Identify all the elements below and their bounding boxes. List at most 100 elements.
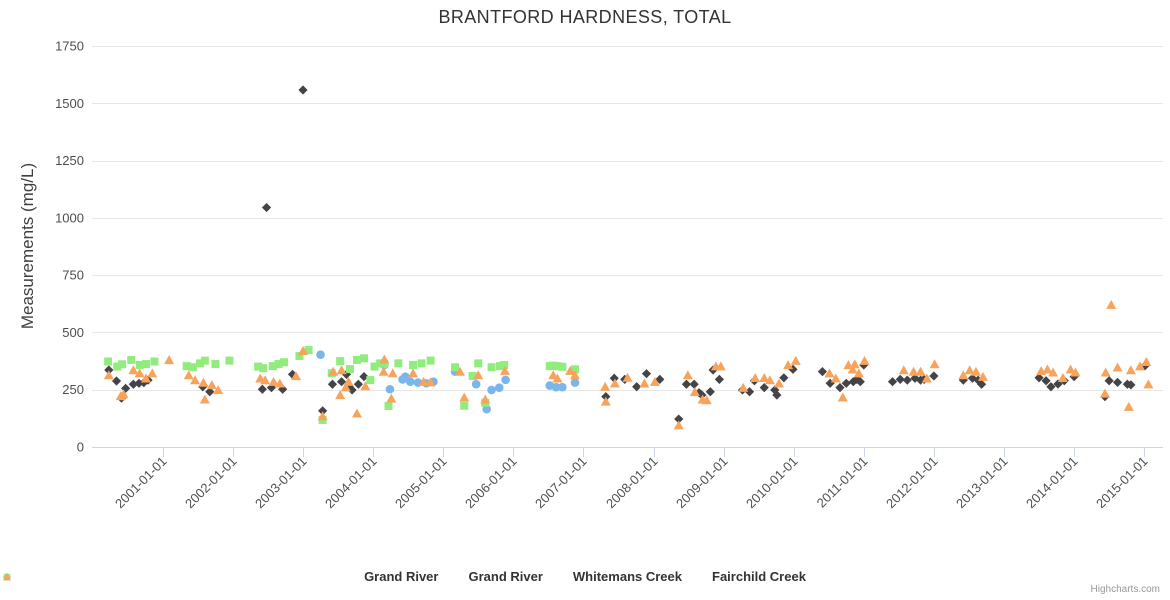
legend-item-1[interactable]: Grand River <box>3 569 438 584</box>
data-point[interactable] <box>929 371 939 381</box>
data-point[interactable] <box>482 404 491 414</box>
data-point[interactable] <box>316 350 325 359</box>
data-point[interactable] <box>705 387 715 397</box>
data-point[interactable] <box>480 394 491 404</box>
data-point[interactable] <box>380 360 389 369</box>
data-point[interactable] <box>408 368 419 378</box>
data-point[interactable] <box>895 374 905 385</box>
data-point[interactable] <box>474 359 483 368</box>
data-point[interactable] <box>558 382 567 392</box>
data-point[interactable] <box>268 362 277 371</box>
data-point[interactable] <box>460 401 469 410</box>
data-point[interactable] <box>1070 367 1081 377</box>
data-point[interactable] <box>609 378 620 388</box>
data-point[interactable] <box>345 365 354 374</box>
data-point[interactable] <box>459 392 470 402</box>
data-point[interactable] <box>182 362 191 371</box>
data-point[interactable] <box>141 360 150 369</box>
data-point[interactable] <box>487 385 496 395</box>
data-point[interactable] <box>824 368 835 378</box>
data-point[interactable] <box>425 377 436 387</box>
data-point[interactable] <box>183 370 194 380</box>
data-point[interactable] <box>278 384 288 394</box>
data-point[interactable] <box>140 373 151 383</box>
data-point[interactable] <box>495 362 504 371</box>
data-point[interactable] <box>198 377 209 387</box>
data-point[interactable] <box>451 363 460 372</box>
data-point[interactable] <box>1057 372 1068 382</box>
data-point[interactable] <box>570 365 579 374</box>
data-point[interactable] <box>908 366 919 376</box>
data-point[interactable] <box>558 362 567 371</box>
data-point[interactable] <box>977 371 988 381</box>
data-point[interactable] <box>409 360 418 369</box>
data-point[interactable] <box>104 357 113 366</box>
data-point[interactable] <box>649 376 660 386</box>
data-point[interactable] <box>304 346 313 355</box>
data-point[interactable] <box>254 362 263 371</box>
data-point[interactable] <box>835 383 845 393</box>
data-point[interactable] <box>549 361 558 370</box>
legend-item-2[interactable]: Grand River <box>3 569 543 584</box>
data-point[interactable] <box>641 369 652 379</box>
data-point[interactable] <box>351 408 362 418</box>
data-point[interactable] <box>841 378 851 388</box>
data-point[interactable] <box>682 370 693 380</box>
data-point[interactable] <box>1034 373 1044 383</box>
data-point[interactable] <box>206 380 217 390</box>
data-point[interactable] <box>341 369 352 379</box>
data-point[interactable] <box>929 359 940 369</box>
data-point[interactable] <box>1065 364 1076 374</box>
data-point[interactable] <box>915 366 926 376</box>
data-point[interactable] <box>689 386 700 396</box>
data-point[interactable] <box>817 367 828 377</box>
data-point[interactable] <box>188 363 197 372</box>
data-point[interactable] <box>487 363 496 372</box>
data-point[interactable] <box>1041 376 1051 386</box>
data-point[interactable] <box>622 372 633 382</box>
data-point[interactable] <box>565 365 576 375</box>
data-point[interactable] <box>211 360 220 369</box>
data-point[interactable] <box>849 359 860 369</box>
data-point[interactable] <box>104 365 114 375</box>
data-point[interactable] <box>327 379 338 389</box>
data-point[interactable] <box>134 368 145 378</box>
data-point[interactable] <box>384 401 393 410</box>
data-point[interactable] <box>681 379 692 389</box>
data-point[interactable] <box>847 364 858 374</box>
data-point[interactable] <box>601 391 611 402</box>
data-point[interactable] <box>1046 382 1056 392</box>
data-point[interactable] <box>139 378 149 388</box>
data-point[interactable] <box>570 378 580 387</box>
data-point[interactable] <box>499 365 510 375</box>
data-point[interactable] <box>103 370 114 380</box>
data-point[interactable] <box>370 362 379 371</box>
data-point[interactable] <box>336 377 347 387</box>
data-point[interactable] <box>697 390 707 400</box>
data-point[interactable] <box>290 371 301 381</box>
data-point[interactable] <box>1106 299 1117 309</box>
data-point[interactable] <box>164 355 175 365</box>
data-point[interactable] <box>347 385 357 395</box>
data-point[interactable] <box>853 368 864 378</box>
data-point[interactable] <box>199 394 210 404</box>
data-point[interactable] <box>887 377 898 387</box>
data-point[interactable] <box>426 356 435 365</box>
data-point[interactable] <box>501 375 510 385</box>
data-point[interactable] <box>689 379 699 389</box>
data-point[interactable] <box>655 374 665 385</box>
data-point[interactable] <box>128 379 138 389</box>
data-point[interactable] <box>378 366 389 376</box>
data-point[interactable] <box>1112 377 1123 387</box>
data-point[interactable] <box>773 378 784 388</box>
data-point[interactable] <box>600 396 611 406</box>
data-point[interactable] <box>268 376 279 386</box>
data-point[interactable] <box>764 375 775 385</box>
data-point[interactable] <box>1042 364 1053 374</box>
data-point[interactable] <box>128 365 139 375</box>
data-point[interactable] <box>790 355 801 365</box>
data-point[interactable] <box>1126 380 1136 390</box>
data-point[interactable] <box>825 378 835 388</box>
data-point[interactable] <box>973 375 983 385</box>
data-point[interactable] <box>1125 365 1136 375</box>
